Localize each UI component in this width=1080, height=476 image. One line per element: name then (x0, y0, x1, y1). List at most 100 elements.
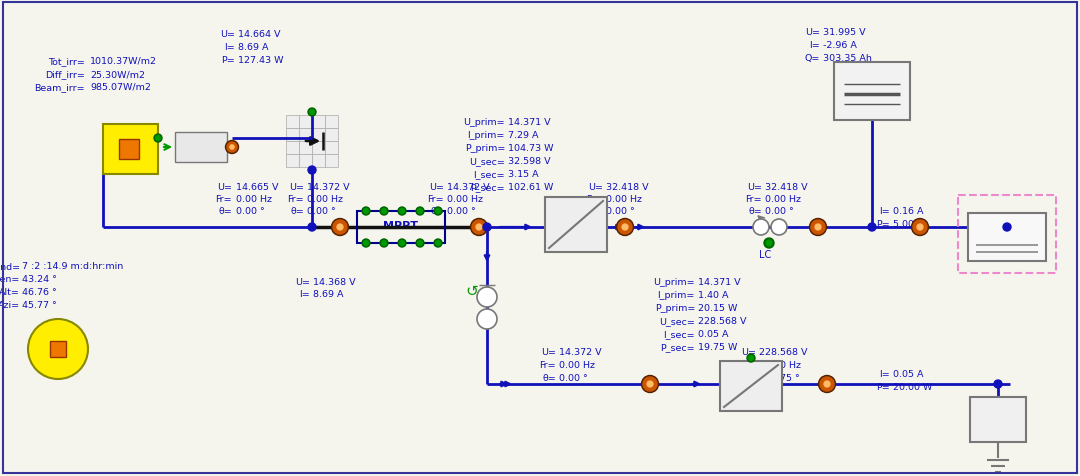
Bar (286, 155, 299, 168)
Text: 8.69 A: 8.69 A (313, 289, 343, 298)
Text: Azi=: Azi= (0, 300, 21, 309)
Circle shape (399, 239, 406, 248)
Text: Fr=: Fr= (745, 195, 762, 204)
Circle shape (226, 141, 239, 154)
Text: AC: AC (764, 367, 774, 376)
Text: 1.40 A: 1.40 A (698, 290, 729, 299)
Bar (286, 129, 299, 142)
Circle shape (824, 381, 829, 387)
Circle shape (917, 225, 923, 230)
Circle shape (820, 377, 834, 391)
Text: 32.418 V: 32.418 V (606, 183, 649, 192)
Text: 0.05 A: 0.05 A (893, 369, 923, 378)
Bar (357, 211, 445, 244)
Circle shape (333, 220, 347, 235)
Text: 3.15 A: 3.15 A (508, 169, 539, 178)
Circle shape (434, 208, 442, 216)
Circle shape (337, 225, 343, 230)
Text: 25.30W/m2: 25.30W/m2 (90, 70, 145, 79)
Text: U=: U= (220, 30, 235, 39)
Circle shape (819, 376, 836, 393)
Text: 19.75 W: 19.75 W (698, 342, 738, 351)
Text: U_sec=: U_sec= (469, 157, 505, 166)
Circle shape (364, 241, 368, 246)
Text: 127.43 W: 127.43 W (238, 56, 283, 65)
Text: 104.73 W: 104.73 W (508, 144, 554, 153)
Bar (325, 116, 338, 129)
Text: U=: U= (588, 183, 603, 192)
Text: I_prim=: I_prim= (468, 131, 505, 140)
Circle shape (362, 208, 370, 216)
Text: 0.00 °: 0.00 ° (606, 207, 635, 216)
Circle shape (381, 241, 387, 246)
Text: 5.00 W: 5.00 W (893, 219, 927, 228)
Text: U=: U= (741, 347, 756, 356)
Text: 7 :2 :14.9 m:d:hr:min: 7 :2 :14.9 m:d:hr:min (22, 261, 123, 270)
Text: LC: LC (759, 249, 771, 259)
Text: 14.372 V: 14.372 V (559, 347, 602, 356)
Bar (312, 116, 325, 129)
Circle shape (399, 208, 406, 216)
Circle shape (400, 241, 404, 246)
Text: 14.664 V: 14.664 V (238, 30, 281, 39)
Bar (958, 196, 1056, 273)
Bar (325, 155, 338, 168)
Text: ↺: ↺ (465, 283, 477, 298)
Text: P_prim=: P_prim= (464, 144, 505, 153)
Text: 46.76 °: 46.76 ° (22, 288, 57, 297)
Circle shape (622, 225, 627, 230)
Text: 7.29 A: 7.29 A (508, 131, 539, 140)
Text: θ=: θ= (742, 373, 756, 382)
Text: 14.372 V: 14.372 V (447, 183, 489, 192)
Text: 45.77 °: 45.77 ° (22, 300, 57, 309)
Circle shape (308, 109, 316, 117)
Text: 0.00 °: 0.00 ° (559, 373, 588, 382)
Text: U=: U= (217, 183, 232, 192)
Text: I=: I= (809, 41, 820, 50)
Text: U=: U= (289, 183, 303, 192)
Bar (299, 142, 312, 155)
Circle shape (471, 219, 487, 236)
Bar (175, 133, 227, 163)
Bar (299, 155, 312, 168)
Text: DC: DC (996, 228, 1017, 241)
Text: 0.00 Hz: 0.00 Hz (307, 195, 343, 204)
Circle shape (28, 319, 87, 379)
Circle shape (617, 219, 634, 236)
Circle shape (748, 356, 754, 360)
Circle shape (868, 224, 876, 231)
Text: I=: I= (879, 369, 890, 378)
Text: U=: U= (805, 28, 820, 37)
Text: Zen=: Zen= (0, 275, 21, 283)
Text: θ=: θ= (430, 207, 444, 216)
Text: I_sec=: I_sec= (663, 329, 696, 338)
Circle shape (913, 220, 927, 235)
Circle shape (1003, 224, 1011, 231)
Circle shape (642, 376, 659, 393)
Text: DC: DC (723, 402, 734, 411)
Text: I=: I= (299, 289, 310, 298)
Text: I=: I= (879, 207, 890, 216)
Text: P_sec=: P_sec= (471, 183, 505, 192)
Text: 109.75 °: 109.75 ° (759, 373, 800, 382)
Text: 0.00 °: 0.00 ° (237, 207, 265, 216)
Circle shape (994, 380, 1002, 388)
Text: 0.00 °: 0.00 ° (765, 207, 794, 216)
Circle shape (308, 224, 316, 231)
Text: θ=: θ= (542, 373, 556, 382)
Text: 0.00 Hz: 0.00 Hz (606, 195, 642, 204)
Circle shape (380, 239, 388, 248)
Circle shape (400, 209, 404, 214)
Text: U=: U= (747, 183, 762, 192)
Circle shape (435, 241, 441, 246)
Text: Beam_irr=: Beam_irr= (35, 83, 85, 92)
Circle shape (643, 377, 657, 391)
Text: 32.418 V: 32.418 V (765, 183, 808, 192)
Bar (103, 125, 158, 175)
Bar (312, 129, 325, 142)
Text: 0.05 A: 0.05 A (698, 329, 729, 338)
Text: P_prim=: P_prim= (654, 303, 696, 312)
Text: Diff_irr=: Diff_irr= (45, 70, 85, 79)
Circle shape (364, 209, 368, 214)
Circle shape (362, 239, 370, 248)
